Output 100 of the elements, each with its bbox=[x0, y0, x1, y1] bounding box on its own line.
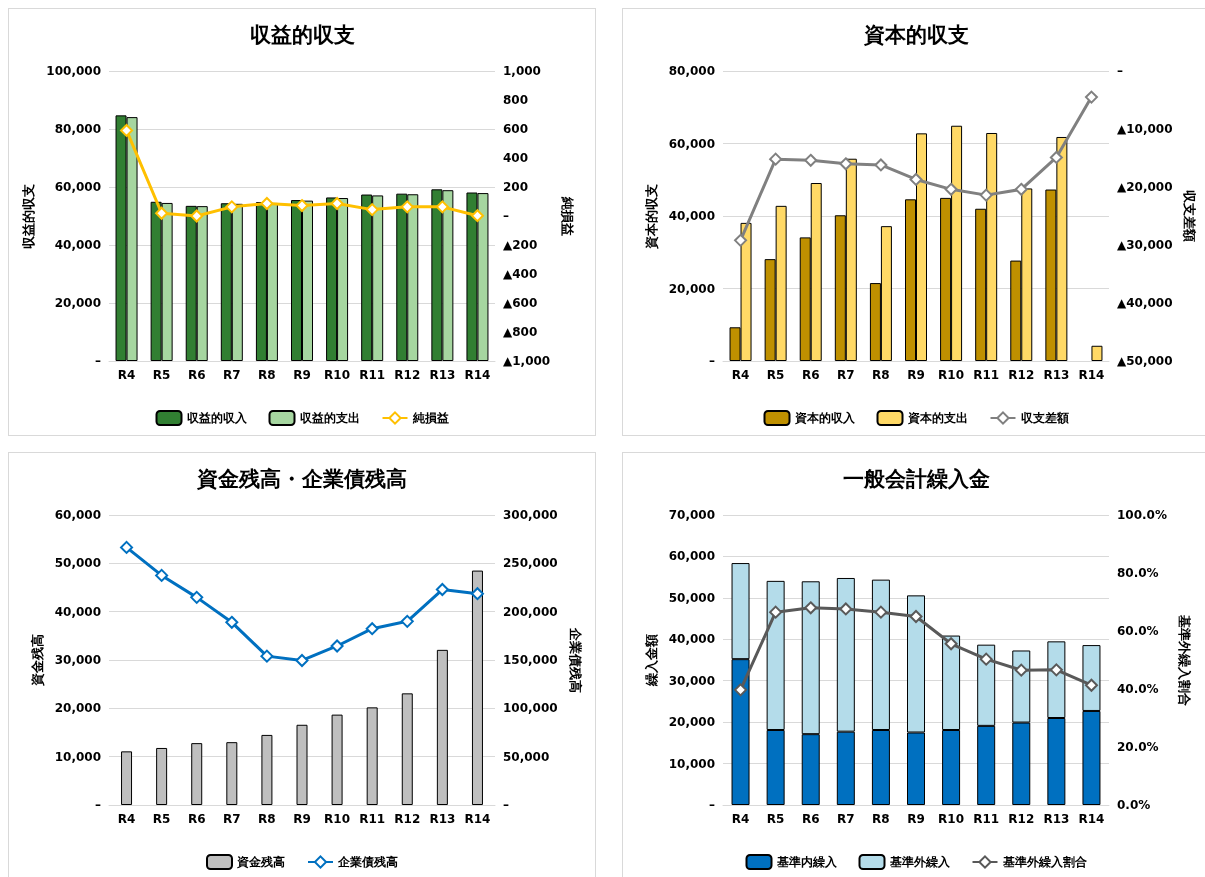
x-tick-label: R4 bbox=[731, 812, 750, 826]
point bbox=[330, 197, 344, 211]
y-tick-label: 20,000 bbox=[54, 296, 101, 310]
y2-axis-title: 基準外繰入割合 bbox=[1176, 613, 1192, 706]
point bbox=[804, 153, 818, 167]
point bbox=[365, 622, 379, 636]
y2-tick-label: ▲40,000 bbox=[1117, 296, 1173, 310]
x-tick-label: R5 bbox=[766, 812, 785, 826]
point bbox=[365, 203, 379, 217]
y2-tick-label: 800 bbox=[503, 93, 529, 107]
y2-tick-label: 600 bbox=[503, 122, 529, 136]
y2-tick-label: 400 bbox=[503, 151, 529, 165]
y2-axis-title: 純損益 bbox=[560, 195, 576, 236]
x-tick-label: R13 bbox=[1043, 812, 1070, 826]
x-tick-label: R10 bbox=[324, 368, 351, 382]
legend-label: 基準外繰入割合 bbox=[1001, 855, 1088, 869]
bar bbox=[296, 724, 308, 805]
point bbox=[260, 649, 274, 663]
x-tick-label: R8 bbox=[872, 368, 890, 382]
y-tick-label: 40,000 bbox=[668, 209, 715, 223]
legend-label: 資本的支出 bbox=[906, 411, 968, 425]
x-tick-label: R9 bbox=[907, 812, 925, 826]
x-tick-label: R12 bbox=[1008, 812, 1035, 826]
point bbox=[225, 200, 239, 214]
bar bbox=[191, 743, 203, 805]
x-tick-label: R6 bbox=[801, 812, 820, 826]
y-tick-label: 100,000 bbox=[46, 64, 101, 78]
y2-tick-label: ▲10,000 bbox=[1117, 122, 1173, 136]
point bbox=[979, 188, 993, 202]
x-tick-label: R10 bbox=[938, 368, 965, 382]
y2-tick-label: ▲1,000 bbox=[503, 354, 551, 368]
x-tick-label: R6 bbox=[187, 812, 206, 826]
point bbox=[190, 590, 204, 604]
legend-label: 基準外繰入 bbox=[888, 855, 951, 869]
x-tick-label: R13 bbox=[429, 368, 456, 382]
point bbox=[944, 637, 958, 651]
x-tick-label: R7 bbox=[837, 812, 855, 826]
x-tick-label: R7 bbox=[223, 812, 241, 826]
bar bbox=[366, 707, 378, 805]
x-tick-label: R14 bbox=[1078, 812, 1105, 826]
x-tick-label: R5 bbox=[152, 812, 171, 826]
x-tick-label: R9 bbox=[293, 812, 311, 826]
y-tick-label: 30,000 bbox=[54, 653, 101, 667]
y-tick-label: 60,000 bbox=[668, 136, 715, 151]
point bbox=[295, 199, 309, 213]
x-tick-label: R5 bbox=[152, 368, 171, 382]
point bbox=[120, 123, 134, 137]
y-tick-label: 30,000 bbox=[668, 673, 715, 688]
x-tick-label: R10 bbox=[324, 812, 351, 826]
y2-tick-label: 100,000 bbox=[503, 701, 558, 716]
point bbox=[909, 172, 923, 186]
bar bbox=[436, 649, 448, 805]
x-tick-label: R4 bbox=[731, 368, 750, 382]
legend-label: 純損益 bbox=[411, 411, 449, 425]
legend-label: 収益的収入 bbox=[186, 411, 248, 425]
legend-label: 資金残高 bbox=[236, 855, 285, 869]
x-tick-label: R11 bbox=[973, 368, 1000, 382]
point bbox=[734, 683, 748, 697]
y2-tick-label: ▲400 bbox=[503, 267, 538, 281]
y-tick-label: 70,000 bbox=[668, 508, 715, 522]
point bbox=[470, 209, 484, 223]
x-tick-label: R12 bbox=[394, 812, 421, 826]
point bbox=[1014, 182, 1028, 196]
y2-tick-label: 20.0% bbox=[1117, 740, 1159, 754]
chart-title: 資本的収支 bbox=[862, 22, 969, 47]
point bbox=[1084, 90, 1098, 104]
bar bbox=[226, 742, 238, 805]
y-tick-label: 40,000 bbox=[54, 604, 101, 619]
bar bbox=[471, 570, 483, 805]
y2-tick-label: 0.0% bbox=[1117, 798, 1151, 812]
x-tick-label: R12 bbox=[394, 368, 421, 382]
y2-tick-label: 1,000 bbox=[503, 64, 541, 78]
point bbox=[979, 652, 993, 666]
y-tick-label: 50,000 bbox=[54, 556, 101, 571]
y2-axis-title: 企業債残高 bbox=[567, 626, 583, 693]
y2-tick-label: – bbox=[503, 798, 509, 812]
point bbox=[874, 158, 888, 172]
point bbox=[839, 157, 853, 171]
point bbox=[470, 587, 484, 601]
x-tick-label: R9 bbox=[907, 368, 925, 382]
y-tick-label: 60,000 bbox=[54, 180, 101, 194]
y2-tick-label: 300,000 bbox=[503, 508, 558, 522]
x-tick-label: R11 bbox=[359, 368, 386, 382]
point bbox=[769, 605, 783, 619]
legend-label: 収益的支出 bbox=[299, 411, 360, 425]
point bbox=[155, 206, 169, 220]
y-tick-label: 80,000 bbox=[668, 64, 715, 78]
y-tick-label: 60,000 bbox=[54, 508, 101, 522]
y2-tick-label: 60.0% bbox=[1117, 624, 1159, 638]
y-tick-label: – bbox=[709, 798, 715, 812]
y2-tick-label: 200 bbox=[503, 180, 529, 194]
y2-tick-label: 150,000 bbox=[503, 653, 558, 667]
x-tick-label: R14 bbox=[464, 812, 491, 826]
point bbox=[1049, 663, 1063, 677]
x-tick-label: R13 bbox=[429, 812, 456, 826]
y-axis-title: 繰入金額 bbox=[643, 634, 659, 687]
y2-tick-label: ▲50,000 bbox=[1117, 354, 1173, 368]
point bbox=[330, 639, 344, 653]
y-tick-label: 20,000 bbox=[668, 281, 715, 296]
y2-tick-label: – bbox=[1117, 64, 1123, 78]
